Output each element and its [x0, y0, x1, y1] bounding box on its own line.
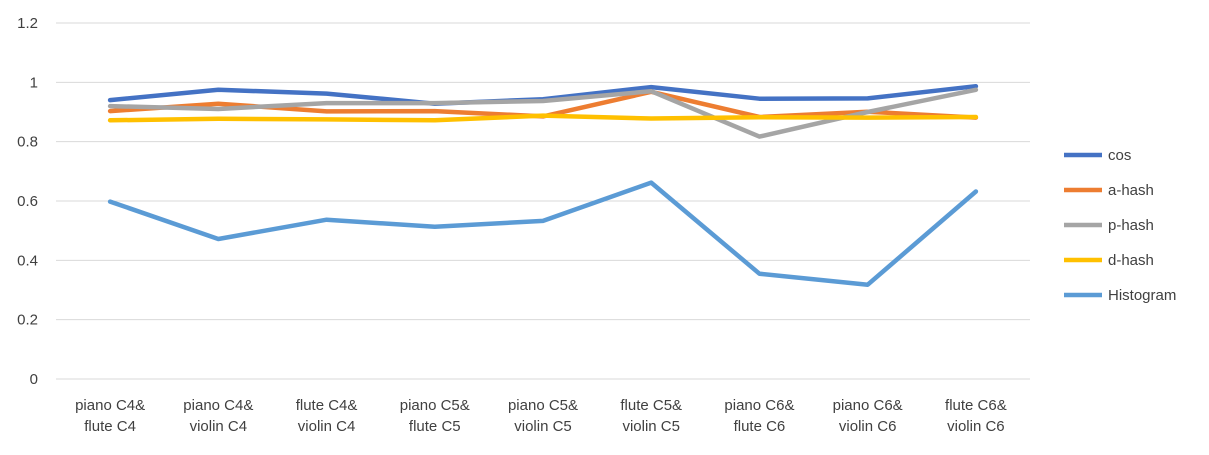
y-tick-label: 0: [30, 371, 38, 388]
series-lines: [107, 83, 979, 287]
x-category-label: flute C5& violin C5: [620, 397, 682, 435]
legend-label-a-hash: a-hash: [1108, 182, 1154, 199]
x-category-label-line: flute C4&: [296, 397, 358, 414]
x-category-label-line: flute C5&: [620, 397, 682, 414]
legend-label-histogram: Histogram: [1108, 287, 1176, 304]
series-line-p-hash: [107, 87, 979, 139]
y-tick-label: 0.4: [17, 252, 38, 269]
series-line-histogram: [107, 180, 979, 287]
y-tick-label: 0.6: [17, 193, 38, 210]
legend-label-p-hash: p-hash: [1108, 217, 1154, 234]
x-category-label-line: flute C5: [409, 418, 461, 435]
x-category-label: piano C5& flute C5: [400, 397, 470, 435]
y-axis-ticks: 0 0.2 0.4 0.6 0.8 1 1.2: [17, 15, 38, 388]
x-category-label: piano C6& flute C6: [724, 397, 794, 435]
legend-label-d-hash: d-hash: [1108, 252, 1154, 269]
y-tick-label: 1: [30, 74, 38, 91]
legend-label-cos: cos: [1108, 147, 1131, 164]
x-category-label-line: flute C6: [734, 418, 786, 435]
x-category-label-line: violin C5: [622, 418, 680, 435]
x-category-label-line: violin C6: [947, 418, 1005, 435]
x-category-label: piano C5& violin C5: [508, 397, 578, 435]
x-category-label: flute C4& violin C4: [296, 397, 358, 435]
x-category-label-line: piano C6&: [833, 397, 903, 414]
x-category-label: flute C6& violin C6: [945, 397, 1007, 435]
x-category-label-line: flute C6&: [945, 397, 1007, 414]
gridlines: [56, 22, 1030, 380]
x-category-label: piano C4& violin C4: [183, 397, 253, 435]
y-tick-label: 0.2: [17, 312, 38, 329]
x-category-label-line: piano C6&: [724, 397, 794, 414]
x-category-label-line: flute C4: [84, 418, 136, 435]
x-category-label-line: violin C5: [514, 418, 572, 435]
legend: cos a-hash p-hash d-hash Histogram: [1064, 147, 1176, 304]
y-tick-label: 0.8: [17, 134, 38, 151]
x-category-label: piano C4& flute C4: [75, 397, 145, 435]
x-category-label-line: piano C4&: [183, 397, 253, 414]
x-category-label-line: piano C4&: [75, 397, 145, 414]
x-category-label-line: piano C5&: [400, 397, 470, 414]
series-line-d-hash: [107, 113, 979, 123]
x-category-label-line: violin C6: [839, 418, 897, 435]
x-category-label-line: violin C4: [190, 418, 248, 435]
x-category-label-line: piano C5&: [508, 397, 578, 414]
y-tick-label: 1.2: [17, 15, 38, 32]
x-category-label-line: violin C4: [298, 418, 356, 435]
x-category-label: piano C6& violin C6: [833, 397, 903, 435]
